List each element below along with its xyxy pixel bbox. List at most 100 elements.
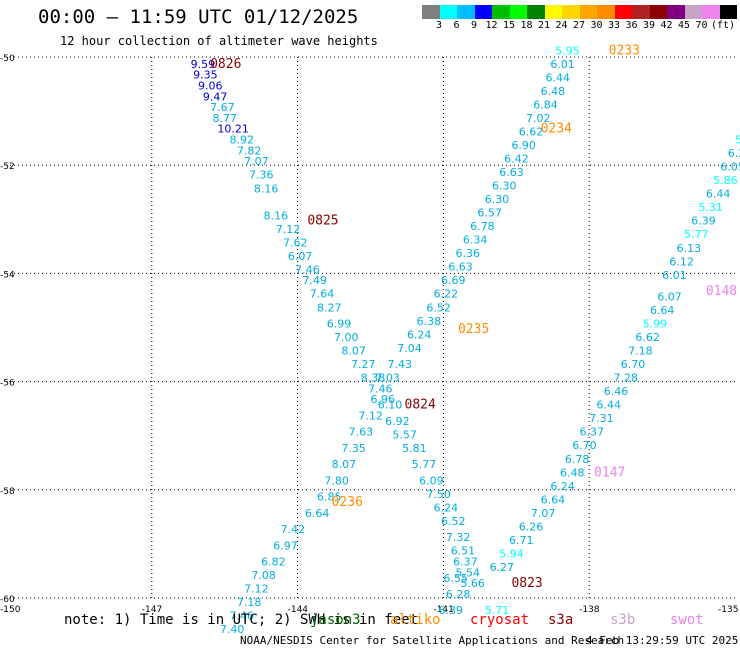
wave-height-value: 7.46 [295, 263, 320, 276]
wave-height-value: 6.64 [650, 304, 675, 317]
legend-swatch [492, 5, 510, 19]
wave-height-value: 7.40 [220, 623, 245, 636]
satellite-label-jason3: jason3 [310, 612, 361, 628]
wave-height-value: 8.07 [332, 458, 357, 471]
wave-height-value: 7.49 [302, 274, 327, 287]
wave-height-value: 5.71 [485, 604, 510, 617]
wave-height-value: 6.64 [305, 507, 330, 520]
wave-height-value: 6.69 [441, 274, 466, 287]
wave-height-value: 7.80 [324, 474, 349, 487]
legend-swatch [509, 5, 527, 19]
pass-time-label: 0148 [706, 284, 737, 299]
y-tick-label: -56 [0, 379, 15, 389]
wave-height-value: 6.48 [560, 466, 585, 479]
wave-height-value: 6.85 [317, 491, 342, 504]
wave-height-value: 7.35 [341, 442, 366, 455]
wave-height-value: 6.24 [728, 147, 740, 160]
y-tick-label: -58 [0, 487, 15, 497]
wave-height-value: 5.94 [735, 134, 740, 147]
legend-swatch [579, 5, 597, 19]
legend-label: 42 [660, 20, 673, 31]
wave-height-value: 5.95 [555, 44, 580, 57]
wave-height-value: 6.48 [541, 85, 566, 98]
wave-height-value: 7.31 [589, 412, 614, 425]
y-tick-label: -52 [0, 162, 15, 172]
y-tick-label: -60 [0, 595, 15, 605]
wave-height-value: 7.07 [244, 155, 269, 168]
wave-height-value: 5.94 [499, 547, 524, 560]
wave-height-value: 6.51 [451, 545, 476, 558]
legend-swatch [649, 5, 667, 19]
wave-height-value: 5.54 [456, 566, 481, 579]
footer-timestamp: 4 Feb 13:29:59 UTC 2025 [586, 634, 739, 647]
pass-time-label: 0236 [332, 495, 363, 510]
wave-height-value: 7.27 [351, 358, 376, 371]
wave-height-value: 6.78 [565, 453, 590, 466]
wave-height-value: 6.01 [662, 269, 687, 282]
wave-height-value: 6.44 [706, 188, 731, 201]
chart-title: 00:00 – 11:59 UTC 01/12/2025 [38, 6, 359, 28]
footnote: note: 1) Time is in UTC; 2) SWH is in fe… [64, 612, 419, 628]
legend-swatch [719, 5, 737, 19]
satellite-label-altiko: altiko [390, 612, 441, 628]
wave-height-value: 6.24 [550, 480, 575, 493]
x-tick-label: -144 [288, 605, 309, 615]
wave-height-value: 6.71 [509, 534, 534, 547]
legend-label: 36 [625, 20, 638, 31]
wave-height-value: 8.27 [317, 301, 342, 314]
pass-time-label: 0825 [307, 214, 338, 229]
pass-time-label: 0235 [458, 322, 489, 337]
wave-height-value: 9.59 [191, 58, 216, 71]
wave-height-value: 7.12 [358, 409, 383, 422]
wave-height-value: 6.39 [691, 215, 716, 228]
wave-height-value: 7.62 [283, 236, 308, 249]
wave-height-value: 5.81 [402, 442, 427, 455]
legend-label: 45 [677, 20, 691, 31]
wave-height-value: 7.07 [531, 507, 556, 520]
wave-height-value: 6.99 [327, 318, 352, 331]
wave-height-value: 5.66 [460, 577, 485, 590]
legend-swatch [527, 5, 545, 19]
satellite-label-s3a: s3a [548, 612, 574, 628]
wave-height-value: 6.42 [504, 152, 529, 165]
wave-height-value: 7.36 [249, 169, 274, 182]
wave-height-value: 6.27 [490, 561, 515, 574]
wave-height-value: 8.38 [361, 372, 386, 385]
wave-height-value: 7.04 [397, 342, 422, 355]
legend-label: 27 [572, 20, 586, 31]
wave-height-value: 7.64 [310, 288, 335, 301]
legend-label: 70 [695, 20, 708, 31]
wave-height-value: 8.07 [341, 345, 366, 358]
wave-height-value: 6.82 [261, 556, 286, 569]
wave-height-value: 7.42 [281, 523, 306, 536]
x-tick-label: -147 [142, 605, 162, 615]
wave-height-value: 8.16 [264, 209, 289, 222]
wave-height-value: 7.67 [210, 101, 235, 114]
wave-height-value: 6.09 [419, 474, 444, 487]
wave-height-value: 6.28 [446, 588, 471, 601]
footer-credit: NOAA/NESDIS Center for Satellite Applica… [240, 634, 625, 647]
wave-height-value: 6.24 [434, 501, 459, 514]
wave-height-value: 6.01 [550, 58, 575, 71]
pass-time-label: 0823 [511, 576, 542, 591]
legend-label: 24 [555, 20, 568, 31]
wave-height-value: 6.36 [456, 247, 481, 260]
legend-label: 18 [520, 20, 533, 31]
wave-height-value: 6.34 [463, 234, 488, 247]
chart-subtitle: 12 hour collection of altimeter wave hei… [60, 34, 378, 48]
wave-height-value: 7.50 [426, 488, 451, 501]
wave-height-value: 6.07 [657, 290, 682, 303]
y-tick-label: -50 [0, 54, 15, 64]
legend-swatch [562, 5, 580, 19]
wave-height-value: 6.62 [519, 125, 544, 138]
wave-height-value: 7.32 [446, 531, 471, 544]
wave-height-value: 6.55 [443, 572, 468, 585]
x-tick-label: -138 [579, 605, 600, 615]
wave-height-value: 6.12 [669, 255, 694, 268]
legend-swatch [614, 5, 632, 19]
wave-height-value: 6.37 [453, 556, 478, 569]
color-legend-labels: 3 6 9 12 15 18 21 24 27 30 33 36 39 42 45 70 (ft) [0, 20, 740, 34]
legend-swatch [684, 5, 702, 19]
satellite-label-cryosat: cryosat [470, 612, 530, 628]
